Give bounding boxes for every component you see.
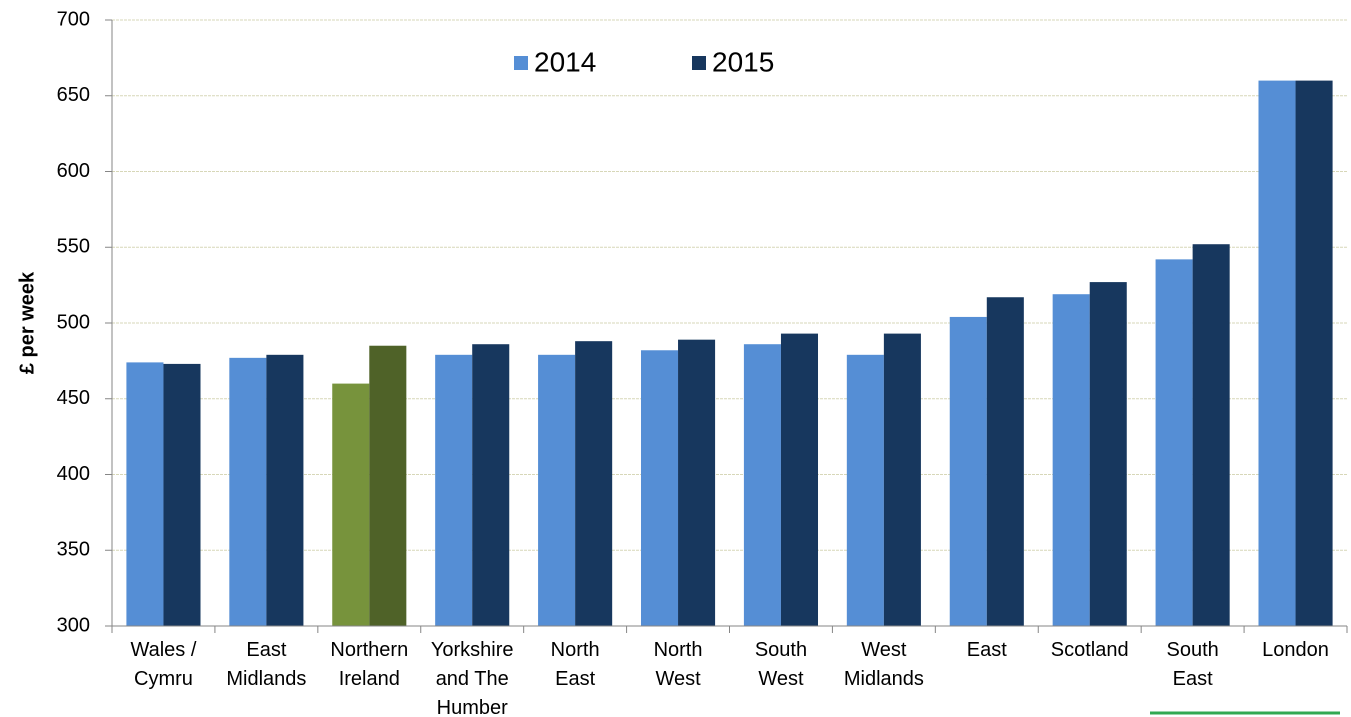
bar <box>575 341 613 626</box>
x-tick-label: Northern Ireland <box>330 639 408 690</box>
bar <box>266 354 304 626</box>
bar <box>1192 244 1230 626</box>
x-tick-label: South West <box>755 639 807 690</box>
x-tick-label: South East <box>1166 639 1218 690</box>
legend-swatch <box>692 56 706 70</box>
legend-label: 2015 <box>712 46 774 77</box>
bar <box>780 333 819 626</box>
bar <box>883 333 921 626</box>
bar <box>435 354 473 626</box>
bar <box>1155 259 1193 626</box>
y-axis-title: £ per week <box>16 271 38 374</box>
y-tick-label: 700 <box>57 8 90 30</box>
bar <box>163 363 201 626</box>
bar <box>332 383 370 626</box>
bar <box>229 357 267 626</box>
y-tick-label: 300 <box>57 614 90 636</box>
x-tick-label: North East <box>551 639 600 690</box>
x-tick-label: Yorkshire and The Humber <box>431 639 514 717</box>
bar <box>126 362 164 626</box>
y-tick-label: 550 <box>57 236 90 258</box>
bar <box>472 344 510 626</box>
x-tick-label: West Midlands <box>844 639 924 690</box>
x-tick-label: East <box>967 639 1007 661</box>
bar <box>678 339 716 626</box>
y-tick-label: 450 <box>57 387 90 409</box>
x-tick-label: East Midlands <box>226 639 306 690</box>
legend-swatch <box>514 56 528 70</box>
bar <box>1295 80 1333 627</box>
x-tick-label: North West <box>654 639 703 690</box>
bar <box>1052 294 1090 626</box>
bar <box>846 354 884 626</box>
bar <box>538 354 576 626</box>
bar <box>743 344 781 626</box>
bar <box>949 316 987 626</box>
x-tick-label: Scotland <box>1051 639 1129 661</box>
bar <box>1258 80 1296 627</box>
y-tick-label: 600 <box>57 160 90 182</box>
bar <box>369 345 407 626</box>
y-tick-label: 400 <box>57 463 90 485</box>
y-tick-label: 350 <box>57 539 90 561</box>
bar <box>986 297 1024 626</box>
y-tick-label: 650 <box>57 84 90 106</box>
bar <box>640 350 679 626</box>
x-tick-label: London <box>1262 639 1329 661</box>
bar <box>1089 282 1127 626</box>
legend-label: 2014 <box>534 46 596 77</box>
x-tick-label: Wales / Cymru <box>130 639 196 690</box>
y-tick-label: 500 <box>57 311 90 333</box>
